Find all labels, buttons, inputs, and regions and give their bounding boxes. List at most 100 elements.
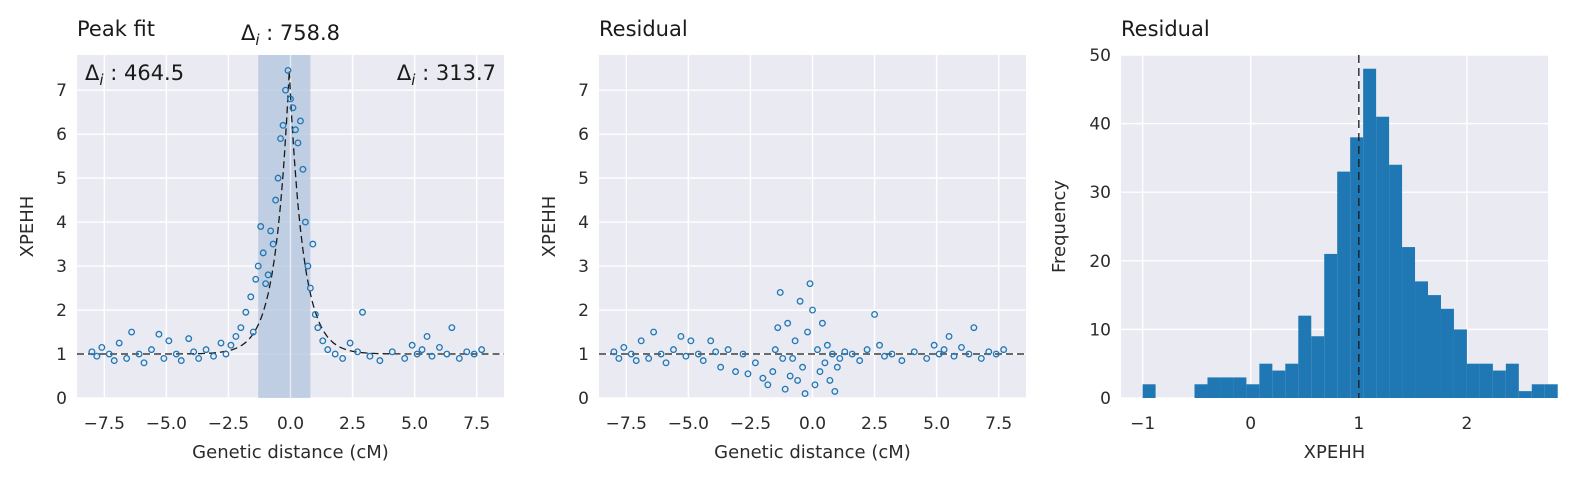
y-tick-label: 3 (578, 257, 589, 277)
data-point (165, 337, 173, 345)
histogram-bar (1531, 384, 1545, 398)
data-point (744, 370, 752, 378)
histogram-bar (1466, 363, 1480, 398)
histogram-bar (1415, 281, 1429, 398)
y-tick-label: 6 (56, 125, 67, 145)
x-tick-label: 7.5 (463, 414, 490, 434)
data-point (366, 352, 374, 360)
x-tick-label: −2.5 (730, 414, 771, 434)
panel-peak-fit: −7.5 −5.0 −2.5 0.0 2.5 5.0 7.5 0 1 2 3 4 5 6 7 Genetic … (17, 17, 504, 463)
data-point (115, 339, 123, 347)
data-point (799, 363, 807, 371)
y-tick-label: 10 (1089, 320, 1111, 340)
data-point (923, 354, 931, 362)
y-tick-label: 1 (56, 345, 67, 365)
delta-left-label: Δi : 464.5 (85, 61, 184, 89)
data-point (791, 337, 799, 345)
data-point (478, 346, 486, 354)
data-point (821, 359, 829, 367)
data-point (694, 350, 702, 358)
histogram-bar (1389, 164, 1403, 398)
data-point (232, 332, 240, 340)
data-point (776, 289, 784, 296)
data-point (292, 126, 299, 134)
y-tick-label: 50 (1089, 46, 1111, 66)
histogram-bar (1285, 363, 1299, 398)
data-point (284, 66, 292, 74)
data-point (615, 354, 623, 362)
data-point (262, 280, 270, 288)
data-point (657, 350, 665, 358)
x-tick-label: −1 (1130, 414, 1155, 434)
y-tick-label: 2 (56, 301, 67, 321)
data-point (863, 346, 871, 354)
data-point (185, 335, 193, 343)
y-tick-label: 30 (1089, 183, 1111, 203)
data-point (408, 341, 416, 349)
data-point (135, 350, 143, 358)
data-point (264, 271, 272, 279)
data-point (848, 350, 856, 358)
data-point (309, 240, 317, 248)
data-point (871, 310, 879, 318)
y-tick-label: 7 (56, 81, 67, 101)
data-point (751, 359, 759, 367)
data-point (930, 341, 938, 349)
data-point (856, 357, 864, 365)
data-point (958, 343, 965, 351)
y-tick-label: 40 (1089, 115, 1111, 135)
y-tick-label: 1 (578, 345, 589, 365)
data-point (304, 262, 312, 270)
data-point (249, 328, 257, 336)
data-point (828, 350, 836, 358)
data-point (296, 117, 304, 125)
data-point (311, 310, 319, 318)
data-point (463, 348, 471, 356)
data-point (945, 332, 953, 340)
data-point (985, 348, 993, 356)
x-tick-label: 2.5 (861, 414, 888, 434)
data-point (354, 348, 361, 356)
data-point (712, 348, 720, 356)
data-point (339, 354, 347, 362)
x-axis-label: XPEHH (1304, 442, 1366, 463)
data-point (670, 346, 677, 354)
y-tick-label: 6 (578, 125, 589, 145)
x-tick-label: 0.0 (277, 414, 304, 434)
data-point (717, 363, 725, 371)
data-point (257, 223, 265, 230)
data-point (784, 319, 792, 327)
data-point (627, 350, 635, 358)
data-point (279, 121, 287, 129)
data-point (105, 350, 113, 358)
data-point (401, 354, 409, 362)
data-point (781, 385, 789, 393)
data-point (359, 308, 366, 316)
data-point (306, 284, 314, 292)
data-point (801, 390, 809, 398)
data-point (190, 348, 198, 356)
data-point (645, 354, 653, 362)
histogram-bars (1142, 68, 1558, 399)
data-points (88, 66, 486, 367)
data-point (254, 262, 262, 270)
histogram-bar (1142, 384, 1156, 398)
x-tick-label: 2.5 (339, 414, 366, 434)
histogram-bar (1233, 377, 1247, 398)
data-point (123, 354, 131, 362)
data-point (876, 341, 883, 349)
x-tick-label: −2.5 (208, 414, 249, 434)
data-point (128, 328, 136, 336)
panel-title: Peak fit (77, 17, 155, 41)
data-point (324, 346, 332, 354)
data-point (779, 354, 787, 362)
y-tick-label: 4 (56, 213, 67, 233)
data-point (950, 352, 958, 360)
data-point (823, 341, 831, 349)
data-point (794, 376, 802, 384)
y-tick-label: 0 (578, 389, 589, 409)
data-point (637, 337, 645, 345)
data-point (881, 352, 888, 360)
data-point (376, 357, 384, 365)
